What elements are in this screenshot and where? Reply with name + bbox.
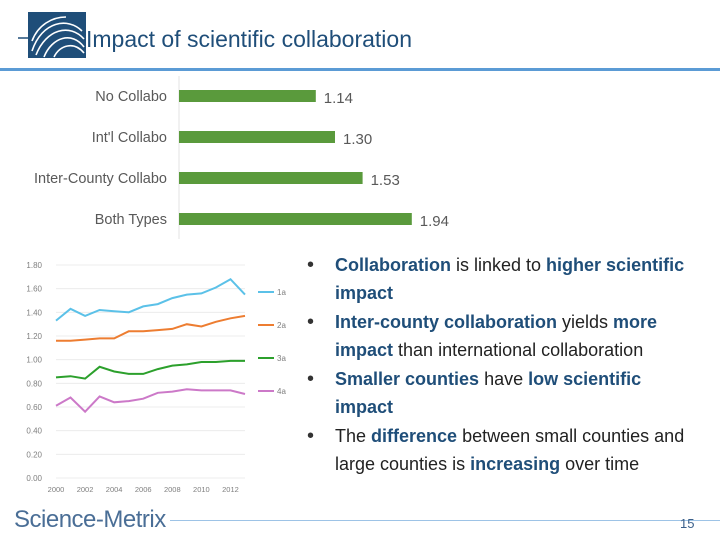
bullet-text: than international collaboration (393, 340, 644, 360)
series-line-4a (55, 388, 246, 414)
bullet-text: yields (557, 312, 614, 332)
x-tick-label: 2008 (164, 485, 181, 494)
y-tick-label: 0.40 (26, 427, 42, 436)
x-tick-label: 2000 (48, 485, 65, 494)
highlighted-text: increasing (470, 454, 561, 474)
y-tick-label: 1.40 (26, 308, 42, 317)
legend-label: 2a (277, 321, 286, 330)
highlighted-text: Inter-county collaboration (335, 312, 558, 332)
science-metrix-logo-icon (18, 12, 86, 58)
bullet-dot-icon: • (307, 311, 315, 333)
highlighted-text: more impact (335, 312, 658, 360)
bar-category-label: Both Types (95, 212, 167, 228)
page-number: 15 (680, 516, 695, 531)
bullet-text: is linked to (451, 255, 547, 275)
bullet-text: over time (560, 454, 640, 474)
bullet-dot-icon: • (307, 425, 315, 447)
finding-bullet: • Smaller counties have low scientific im… (303, 365, 703, 421)
bar-category-label: Int'l Collabo (92, 130, 167, 146)
bullet-dot-icon: • (307, 368, 315, 390)
bar-value-label: 1.53 (371, 172, 400, 189)
highlighted-text: Collaboration (335, 255, 451, 275)
bar-value-label: 1.14 (324, 90, 353, 107)
bar-category-label: Inter-County Collabo (34, 171, 167, 187)
bar (179, 90, 316, 102)
y-tick-label: 0.80 (26, 379, 42, 388)
series-line-1a (55, 277, 246, 322)
bullet-dot-icon: • (307, 254, 315, 276)
x-tick-label: 2012 (222, 485, 239, 494)
highlighted-text: higher scientific impact (335, 255, 685, 303)
highlighted-text: low scientific impact (335, 369, 642, 417)
y-tick-label: 1.80 (26, 261, 42, 270)
bullet-text: The (335, 426, 372, 446)
y-tick-label: 1.00 (26, 356, 42, 365)
finding-bullet: • Collaboration is linked to higher scien… (303, 251, 703, 307)
highlighted-text: difference (371, 426, 458, 446)
impact-trend-line-chart: 0.00 0.20 0.40 0.60 0.80 1.00 1.20 1.40 1.60 1.80… (26, 261, 286, 494)
series-line-3a (55, 359, 245, 380)
x-tick-label: 2002 (77, 485, 94, 494)
y-tick-label: 0.60 (26, 403, 42, 412)
legend-label: 4a (277, 387, 286, 396)
x-tick-label: 2004 (106, 485, 123, 494)
bar-value-label: 1.30 (343, 131, 372, 148)
bar-value-label: 1.94 (420, 213, 449, 230)
bar (179, 213, 412, 225)
y-tick-label: 1.20 (26, 332, 42, 341)
finding-bullet: • Inter-county collaboration yields more … (303, 308, 703, 364)
x-tick-label: 2010 (193, 485, 210, 494)
key-findings-list: • Collaboration is linked to higher scien… (303, 251, 703, 479)
y-tick-label: 0.00 (26, 474, 42, 483)
x-tick-label: 2006 (135, 485, 152, 494)
bar-category-label: No Collabo (95, 89, 167, 105)
highlighted-text: Smaller counties (335, 369, 480, 389)
bullet-text: have (479, 369, 529, 389)
bullet-text: between small counties and large countie… (335, 426, 685, 474)
bar (179, 131, 335, 143)
brand-wordmark: Science-Metrix (14, 506, 166, 533)
y-tick-label: 0.20 (26, 450, 42, 459)
footer-divider (170, 520, 720, 521)
finding-bullet: • The difference between small counties a… (303, 422, 703, 478)
bar (179, 172, 363, 184)
legend-label: 1a (277, 288, 286, 297)
slide-title: Impact of scientific collaboration (86, 26, 412, 52)
title-divider (0, 68, 720, 71)
legend-label: 3a (277, 354, 286, 363)
series-line-2a (56, 314, 246, 342)
collaboration-impact-bar-chart: No Collabo 1.14 Int'l Collabo 1.30 Inter-Cou… (34, 76, 449, 239)
y-tick-label: 1.60 (26, 285, 42, 294)
